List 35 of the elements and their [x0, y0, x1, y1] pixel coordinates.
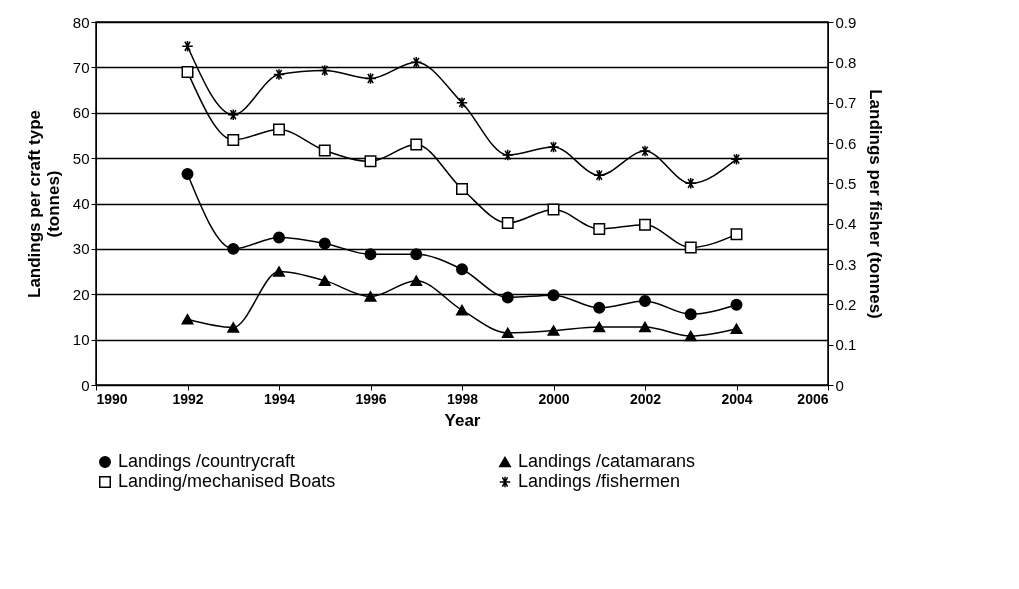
y2-tick-label: 0.5 — [835, 174, 857, 192]
y-tick-label: 40 — [72, 195, 90, 212]
y-tick-label: 50 — [72, 149, 90, 167]
x-tick-label: 1994 — [263, 390, 296, 407]
y-tick-label: 80 — [72, 13, 90, 31]
y2-tick-label: 0.6 — [835, 134, 857, 152]
x-tick-label: 2000 — [538, 390, 570, 407]
x-tick-label: 1992 — [172, 390, 204, 407]
legend-label: Landings /catamarans — [518, 451, 696, 471]
y2-tick-label: 0.7 — [835, 94, 857, 112]
y-tick-label: 60 — [72, 104, 90, 122]
y-tick-label: 30 — [72, 240, 90, 258]
y2-tick-label: 0.9 — [835, 13, 857, 31]
x-tick-label: 1990 — [96, 390, 128, 407]
y-tick-label: 10 — [72, 331, 90, 349]
y-tick-label: 0 — [81, 376, 90, 394]
legend-label: Landing/mechanised Boats — [118, 471, 336, 491]
y2-tick-label: 0 — [835, 376, 844, 394]
x-tick-label: 1996 — [355, 390, 387, 407]
y-axis-title: Landings per craft type (tonnes) — [24, 110, 63, 298]
y2-tick-label: 0.8 — [835, 53, 857, 71]
x-tick-label: 2004 — [721, 390, 753, 407]
x-axis-title: Year — [444, 410, 481, 430]
legend-label: Landings /fishermen — [518, 471, 681, 491]
y-tick-label: 70 — [72, 58, 90, 76]
y2-tick-label: 0.4 — [835, 215, 857, 233]
y2-axis-title: Landings per fisher (tonnes) — [866, 89, 886, 319]
x-tick-label: 2002 — [629, 390, 662, 407]
y2-tick-label: 0.3 — [835, 255, 857, 273]
legend-label: Landings /countrycraft — [118, 451, 296, 471]
y2-tick-label: 0.2 — [835, 295, 857, 313]
y2-tick-label: 0.1 — [835, 336, 857, 354]
y-tick-label: 20 — [72, 285, 90, 303]
x-tick-label: 1998 — [446, 390, 479, 407]
x-tick-label: 2006 — [797, 390, 829, 407]
